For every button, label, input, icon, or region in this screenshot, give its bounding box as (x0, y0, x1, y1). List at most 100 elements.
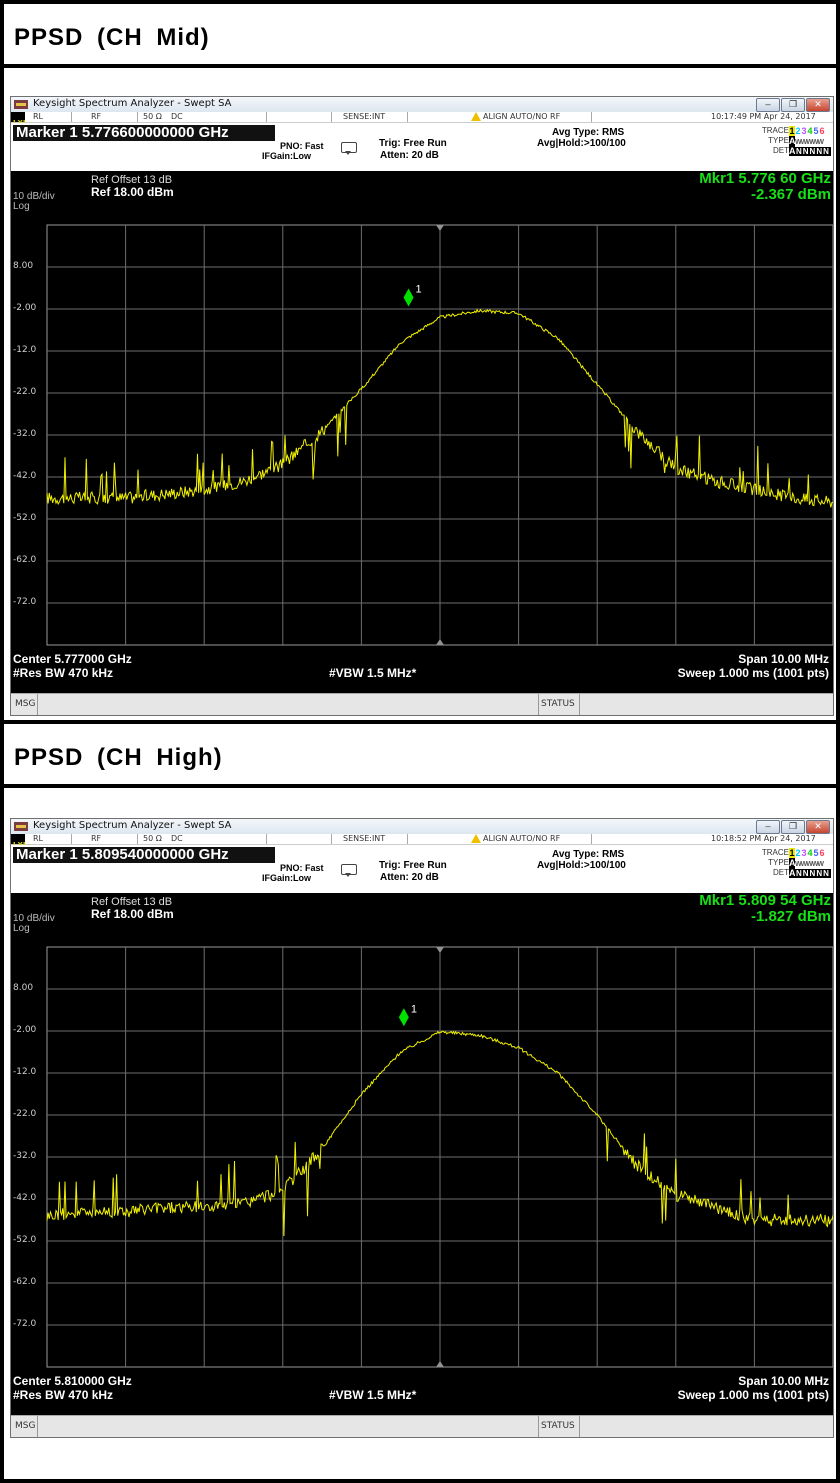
marker-readout-amplitude: -1.827 dBm (750, 908, 831, 925)
plot-area[interactable]: Ref Offset 13 dB Ref 18.00 dBm 10 dB/div… (11, 893, 833, 1403)
dc-label: DC (171, 834, 183, 843)
sweep-label: Sweep 1.000 ms (1001 pts) (677, 1388, 829, 1402)
minimize-button[interactable]: – (756, 820, 780, 834)
settings-panel: Marker 1 5.776600000000 GHz PNO: Fast IF… (11, 123, 833, 171)
avg-type-label: Avg Type: RMS (552, 127, 625, 138)
y-tick-label: 8.00 (13, 983, 34, 993)
marker-number: 1 (411, 1003, 417, 1015)
app-icon (14, 100, 28, 109)
window-titlebar[interactable]: Keysight Spectrum Analyzer - Swept SA – … (11, 97, 833, 113)
res-bw-label: #Res BW 470 kHz (13, 1388, 114, 1402)
spectrum-graph[interactable]: 1 (11, 171, 834, 681)
det-row: ANNNNN (789, 868, 831, 878)
y-tick-label: 8.00 (13, 261, 34, 271)
center-top-triangle (436, 225, 444, 231)
spectrum-analyzer-window: Keysight Spectrum Analyzer - Swept SA – … (10, 96, 834, 716)
y-tick-label: -22.0 (13, 387, 37, 397)
sense-label: SENSE:INT (343, 112, 386, 121)
avg-hold-label: Avg|Hold:>100/100 (537, 860, 626, 871)
restore-button[interactable]: ❐ (781, 820, 805, 834)
minimize-button[interactable]: – (756, 98, 780, 112)
status-separator (407, 834, 408, 844)
ref-level-label: Ref 18.00 dBm (91, 185, 174, 199)
status-separator (331, 112, 332, 122)
pno-label: PNO: Fast (280, 141, 324, 151)
spectrum-trace-line (46, 308, 833, 508)
status-separator (37, 1416, 38, 1437)
message-bar: MSG STATUS (11, 1415, 833, 1437)
y-tick-label: -42.0 (13, 471, 37, 481)
log-label: Log (13, 201, 30, 212)
y-tick-label: -12.0 (13, 345, 37, 355)
align-status: ALIGN AUTO/NO RF (471, 834, 560, 844)
msg-label: MSG (15, 699, 36, 709)
dc-label: DC (171, 112, 183, 121)
center-frequency-label: Center 5.810000 GHz (13, 1374, 132, 1388)
window-controls: – ❐ ✕ (756, 98, 830, 112)
ref-level-label: Ref 18.00 dBm (91, 907, 174, 921)
y-tick-label: -52.0 (13, 1235, 37, 1245)
warning-icon (471, 834, 481, 843)
rf-label: RF (91, 834, 102, 843)
plot-area[interactable]: Ref Offset 13 dB Ref 18.00 dBm 10 dB/div… (11, 171, 833, 681)
type-label: TYPE (768, 136, 789, 145)
status-separator (71, 112, 72, 122)
close-button[interactable]: ✕ (806, 820, 830, 834)
datetime-label: 10:18:52 PM Apr 24, 2017 (711, 834, 816, 843)
scale-label: 10 dB/div (13, 913, 55, 924)
marker-readout-frequency: Mkr1 5.809 54 GHz (699, 892, 831, 909)
trigger-icon (341, 142, 357, 155)
status-row: LXI RL RF 50 Ω DC SENSE:INT ALIGN AUTO/N… (11, 834, 833, 849)
vbw-label: #VBW 1.5 MHz* (329, 666, 417, 680)
y-tick-label: -62.0 (13, 1277, 37, 1287)
trace-row: 123456 (789, 848, 825, 858)
avg-type-label: Avg Type: RMS (552, 849, 625, 860)
status-separator (407, 112, 408, 122)
avg-hold-label: Avg|Hold:>100/100 (537, 138, 626, 149)
center-bottom-triangle (436, 1361, 444, 1367)
y-tick-label: -72.0 (13, 597, 37, 607)
y-tick-label: -42.0 (13, 1193, 37, 1203)
status-separator (591, 112, 592, 122)
spectrum-trace-line (46, 1030, 833, 1237)
marker-1: 1 (398, 1003, 417, 1027)
status-separator (331, 834, 332, 844)
graticule-grid (46, 224, 833, 646)
section-title: PPSD (CH Mid) (4, 4, 836, 68)
trace-legend-labels: TRACE TYPE DET (762, 848, 789, 878)
restore-button[interactable]: ❐ (781, 98, 805, 112)
window-controls: – ❐ ✕ (756, 820, 830, 834)
trigger-label: Trig: Free Run (379, 138, 447, 149)
y-tick-label: -52.0 (13, 513, 37, 523)
y-tick-label: -62.0 (13, 555, 37, 565)
close-button[interactable]: ✕ (806, 98, 830, 112)
y-tick-label: -72.0 (13, 1319, 37, 1329)
warning-icon (471, 112, 481, 121)
res-bw-label: #Res BW 470 kHz (13, 666, 114, 680)
marker-readout-amplitude: -2.367 dBm (750, 186, 831, 203)
spectrum-graph[interactable]: 1 (11, 893, 834, 1403)
settings-panel: Marker 1 5.809540000000 GHz PNO: Fast IF… (11, 845, 833, 893)
type-label: TYPE (768, 858, 789, 867)
marker-diamond (403, 288, 414, 307)
msg-label: MSG (15, 1421, 36, 1431)
marker-frequency-label[interactable]: Marker 1 5.809540000000 GHz (13, 847, 275, 863)
pno-label: PNO: Fast (280, 863, 324, 873)
trigger-label: Trig: Free Run (379, 860, 447, 871)
rl-label: RL (33, 834, 44, 843)
ifgain-label: IFGain:Low (262, 151, 311, 161)
status-separator (579, 694, 580, 715)
trace-legend-values: 123456 AWWWWW ANNNNN (789, 126, 831, 156)
window-titlebar[interactable]: Keysight Spectrum Analyzer - Swept SA – … (11, 819, 833, 835)
marker-frequency-label[interactable]: Marker 1 5.776600000000 GHz (13, 125, 275, 141)
rf-label: RF (91, 112, 102, 121)
det-row: ANNNNN (789, 146, 831, 156)
sense-label: SENSE:INT (343, 834, 386, 843)
y-tick-label: -32.0 (13, 1151, 37, 1161)
status-separator (137, 834, 138, 844)
ref-offset-label: Ref Offset 13 dB (91, 174, 173, 186)
span-label: Span 10.00 MHz (738, 1374, 829, 1388)
impedance-label: 50 Ω (143, 834, 162, 843)
trace-label: TRACE (761, 848, 789, 857)
spectrum-trace (46, 1030, 833, 1237)
